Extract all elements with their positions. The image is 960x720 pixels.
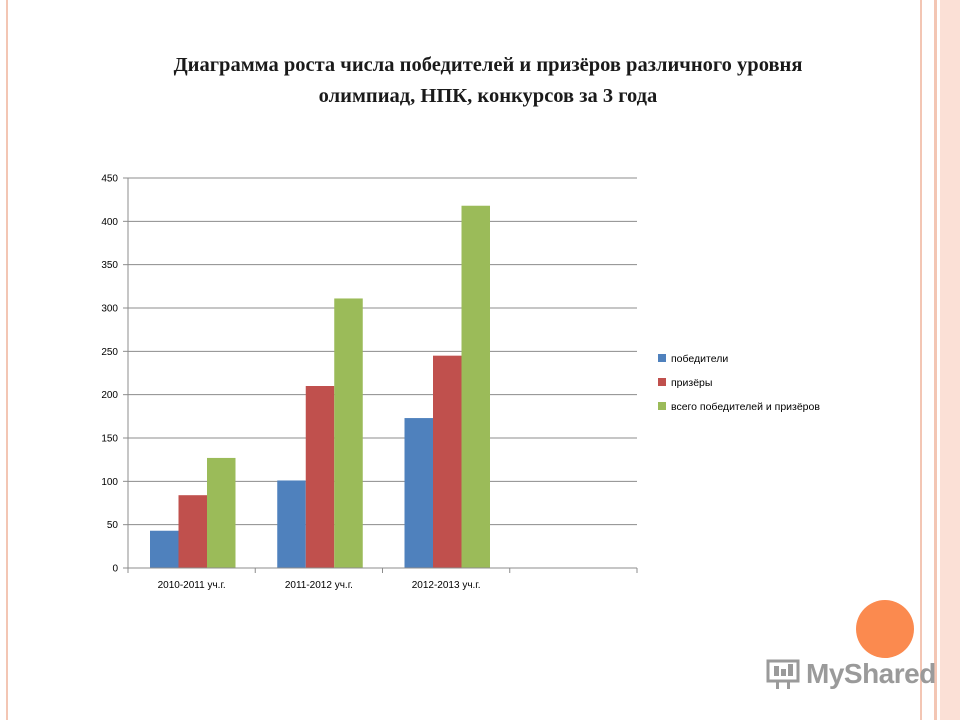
- y-tick-label: 100: [101, 477, 118, 488]
- x-tick-label: 2011-2012 уч.г.: [285, 580, 353, 591]
- x-tick-labels: 2010-2011 уч.г. 2011-2012 уч.г. 2012-2013 …: [158, 580, 481, 591]
- slide-border-right-band: [940, 0, 960, 720]
- legend-swatch: [658, 354, 666, 362]
- y-tick-label: 400: [101, 217, 118, 228]
- legend-label: всего победителей и призёров: [671, 401, 820, 413]
- legend-swatch: [658, 378, 666, 386]
- slide-border-right: [920, 0, 922, 720]
- legend-label: победители: [671, 353, 728, 365]
- presentation-icon: [766, 659, 800, 689]
- bar-2: [305, 386, 335, 568]
- watermark-text: MyShared: [806, 658, 936, 689]
- y-tick-label: 450: [101, 174, 118, 185]
- y-tick-labels: 0 50 100 150 200 250 300 350 400 450: [101, 174, 118, 575]
- y-tick-label: 350: [101, 260, 118, 271]
- axes: [123, 177, 638, 573]
- bar-1: [277, 480, 306, 568]
- bar-1: [150, 530, 179, 568]
- chart-title: Диаграмма роста числа победителей и приз…: [0, 50, 960, 112]
- y-tick-label: 150: [101, 434, 118, 445]
- gridlines: [128, 177, 637, 526]
- watermark-logo: MyShared: [766, 656, 936, 692]
- legend-swatch: [658, 402, 666, 410]
- orange-circle-decoration: [856, 600, 914, 658]
- x-tick-label: 2012-2013 уч.г.: [412, 580, 481, 591]
- y-tick-label: 250: [101, 347, 118, 358]
- bar-3: [334, 298, 363, 568]
- legend-label: призёры: [671, 377, 712, 389]
- chart-title-line-1: Диаграмма роста числа победителей и приз…: [173, 54, 803, 76]
- bar-3: [207, 457, 236, 568]
- y-tick-label: 200: [101, 390, 118, 401]
- slide-border-right-inner: [934, 0, 937, 720]
- y-tick-label: 50: [107, 520, 119, 531]
- y-tick-label: 0: [112, 564, 118, 575]
- bar-1: [404, 418, 433, 568]
- x-tick-label: 2010-2011 уч.г.: [158, 580, 226, 591]
- bars: [150, 205, 490, 568]
- slide-border-left: [6, 0, 8, 720]
- y-tick-label: 300: [101, 304, 118, 315]
- bar-3: [461, 205, 490, 568]
- bar-2: [433, 355, 462, 568]
- bar-2: [178, 495, 207, 568]
- chart-title-line-2: олимпиад, НПК, конкурсов за 3 года: [318, 85, 658, 107]
- legend: победители призёры всего победителей и при…: [658, 353, 820, 413]
